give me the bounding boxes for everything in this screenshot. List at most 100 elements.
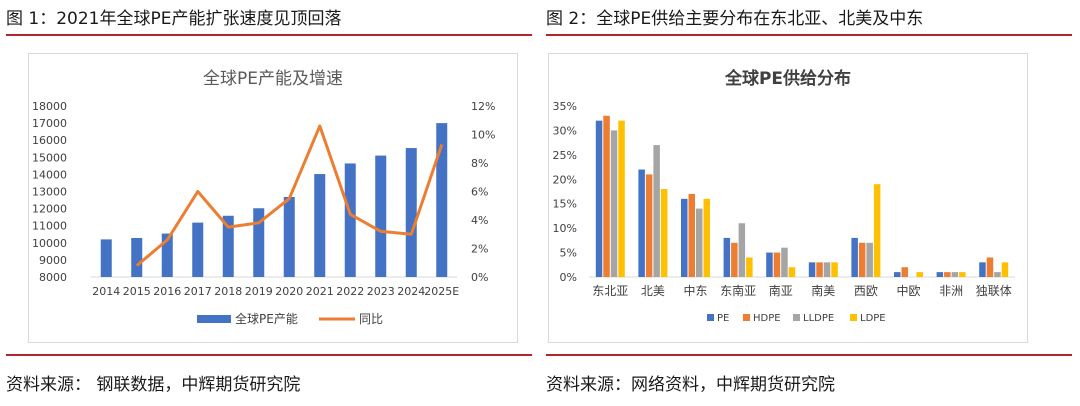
supply-bar bbox=[653, 145, 660, 277]
supply-bar bbox=[823, 262, 831, 277]
legend-label: LDPE bbox=[860, 313, 886, 324]
capacity-bar bbox=[131, 238, 143, 277]
x-tick-label: 中欧 bbox=[896, 283, 920, 298]
chart2-panel: 全球PE供给分布 0% 5% 10% 15% 20% 25% 30% 35% 东北亚 北美 中东 东南亚… bbox=[548, 53, 1028, 343]
supply-bar bbox=[873, 184, 881, 277]
x-tick-label: 南美 bbox=[811, 283, 835, 298]
chart1-panel: 全球PE产能及增速 8000 9000 10000 11000 12000 13000 140… bbox=[28, 53, 518, 343]
capacity-bar bbox=[344, 163, 356, 277]
top-rule-right bbox=[546, 34, 1072, 36]
supply-bar bbox=[688, 193, 695, 277]
supply-bar bbox=[723, 237, 731, 277]
x-tick-label: 2019 bbox=[245, 285, 273, 298]
legend-swatch bbox=[743, 314, 750, 321]
legend-swatch bbox=[793, 314, 800, 321]
supply-bar bbox=[731, 242, 738, 277]
legend-label: HDPE bbox=[753, 313, 781, 324]
chart2-title: 全球PE供给分布 bbox=[724, 68, 851, 89]
y-right-tick-label: 8% bbox=[471, 157, 488, 170]
supply-bar bbox=[738, 223, 746, 277]
x-tick-label: 2018 bbox=[214, 285, 242, 298]
top-rule-left bbox=[6, 34, 532, 36]
chart1-title: 全球PE产能及增速 bbox=[203, 69, 343, 89]
yoy-growth-line bbox=[135, 124, 444, 267]
y-left-tick-label: 17000 bbox=[32, 117, 67, 130]
supply-bar bbox=[595, 120, 603, 278]
y-tick-label: 30% bbox=[553, 124, 577, 137]
y-tick-label: 25% bbox=[553, 149, 577, 162]
bottom-rule-left bbox=[6, 354, 532, 356]
y-right-tick-label: 6% bbox=[471, 186, 488, 199]
legend-label-capacity: 全球PE产能 bbox=[235, 311, 298, 326]
supply-bar bbox=[901, 267, 908, 277]
capacity-bar bbox=[375, 155, 387, 277]
y-left-tick-label: 16000 bbox=[32, 134, 67, 147]
x-tick-label: 2023 bbox=[367, 285, 395, 298]
bottom-rule-right bbox=[546, 354, 1072, 356]
supply-bar bbox=[603, 115, 610, 277]
x-tick-label: 2022 bbox=[336, 285, 364, 298]
y-right-tick-label: 12% bbox=[471, 100, 495, 113]
x-tick-label: 非洲 bbox=[939, 284, 963, 298]
capacity-bar bbox=[222, 215, 234, 277]
x-tick-label: 独联体 bbox=[976, 284, 1012, 298]
supply-bar bbox=[944, 272, 951, 277]
supply-bar bbox=[979, 262, 986, 277]
supply-bar bbox=[808, 262, 816, 277]
x-tick-label: 西欧 bbox=[854, 284, 878, 298]
supply-bar bbox=[703, 198, 710, 277]
y-left-tick-label: 9000 bbox=[39, 254, 67, 267]
legend-label: LLDPE bbox=[803, 313, 834, 324]
supply-bar bbox=[766, 252, 773, 277]
x-tick-label: 2017 bbox=[184, 285, 212, 298]
x-tick-label: 2015 bbox=[123, 285, 151, 298]
y-left-tick-label: 8000 bbox=[39, 271, 67, 284]
chart2-svg: 全球PE供给分布 0% 5% 10% 15% 20% 25% 30% 35% 东北亚 北美 中东 东南亚… bbox=[553, 68, 1015, 324]
supply-bar bbox=[681, 198, 688, 277]
supply-bar bbox=[746, 257, 753, 277]
supply-bar bbox=[866, 242, 873, 277]
supply-bar bbox=[986, 257, 994, 277]
supply-bar bbox=[894, 272, 901, 277]
y-left-tick-label: 18000 bbox=[32, 100, 67, 113]
capacity-bar bbox=[100, 239, 112, 277]
y-left-tick-label: 12000 bbox=[32, 203, 67, 216]
supply-bar bbox=[645, 174, 653, 277]
capacity-bar bbox=[161, 233, 173, 277]
x-tick-label: 2020 bbox=[275, 285, 303, 298]
x-tick-label: 南亚 bbox=[769, 283, 793, 298]
x-tick-label: 2024 bbox=[397, 285, 425, 298]
supply-bar bbox=[916, 272, 923, 277]
supply-bar bbox=[638, 169, 645, 277]
supply-bar bbox=[660, 189, 668, 277]
y-tick-label: 10% bbox=[553, 222, 577, 235]
figure1-title: 图 1：2021年全球PE产能扩张速度见顶回落 bbox=[6, 9, 342, 29]
supply-bar bbox=[696, 208, 703, 277]
y-right-tick-label: 10% bbox=[471, 129, 495, 142]
capacity-bar bbox=[405, 148, 417, 277]
y-left-tick-label: 14000 bbox=[32, 168, 67, 181]
y-right-tick-label: 2% bbox=[471, 243, 488, 256]
y-left-tick-label: 13000 bbox=[32, 186, 67, 199]
legend-swatch-capacity bbox=[197, 315, 231, 323]
x-tick-label: 2025E bbox=[424, 285, 459, 298]
y-right-tick-label: 0% bbox=[471, 271, 488, 284]
legend-label: PE bbox=[717, 313, 729, 324]
legend-swatch bbox=[707, 314, 714, 321]
supply-bar bbox=[936, 272, 944, 277]
supply-bar bbox=[951, 272, 959, 277]
supply-bar bbox=[994, 272, 1001, 277]
y-tick-label: 35% bbox=[553, 100, 577, 113]
supply-bar bbox=[959, 272, 966, 277]
figure2-title: 图 2：全球PE供给主要分布在东北亚、北美及中东 bbox=[546, 9, 924, 29]
y-tick-label: 0% bbox=[560, 271, 577, 284]
x-tick-label: 中东 bbox=[683, 283, 707, 298]
capacity-bar bbox=[314, 174, 326, 277]
supply-bar bbox=[618, 120, 625, 278]
figure2-source: 资料来源：网络资料，中辉期货研究院 bbox=[546, 375, 835, 395]
capacity-bar bbox=[283, 196, 295, 277]
supply-bar bbox=[1001, 262, 1009, 277]
legend-swatch bbox=[850, 314, 857, 321]
supply-bar bbox=[831, 262, 838, 277]
y-left-tick-label: 10000 bbox=[32, 237, 67, 250]
